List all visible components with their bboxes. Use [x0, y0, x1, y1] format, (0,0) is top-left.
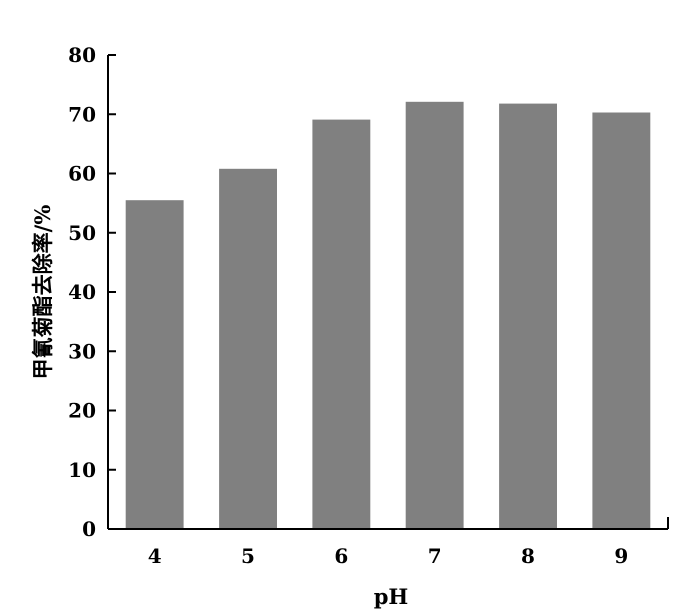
y-tick-label: 10	[68, 458, 96, 482]
y-tick-label: 70	[68, 102, 96, 126]
y-tick-label: 40	[68, 280, 96, 304]
x-tick-label: 7	[428, 544, 442, 568]
bar-6	[312, 119, 371, 529]
bars-group	[125, 101, 651, 530]
x-axis-title: pH	[374, 584, 409, 609]
y-tick-label: 50	[68, 221, 96, 245]
y-tick-label: 60	[68, 162, 96, 186]
x-tick-label: 8	[521, 544, 535, 568]
x-tick-label: 6	[334, 544, 348, 568]
y-tick-label: 0	[82, 517, 96, 541]
x-tick-label: 9	[614, 544, 628, 568]
axes-group	[107, 55, 669, 530]
y-ticks-group: 0 10 20 30 40 50 60 70 80	[68, 43, 116, 541]
bar-7	[405, 101, 464, 530]
bar-5	[219, 168, 277, 530]
y-axis-title: 甲氰菊酯去除率/%	[30, 205, 55, 380]
bar-9	[592, 112, 651, 529]
y-tick-label: 80	[68, 43, 96, 67]
bar-8	[499, 103, 557, 529]
bar-4	[125, 200, 184, 529]
y-tick-label: 20	[68, 399, 96, 423]
x-tick-label: 5	[241, 544, 255, 568]
y-tick-label: 30	[68, 339, 96, 363]
x-tick-label: 4	[148, 544, 162, 568]
x-ticks-group: 4 5 6 7 8 9	[148, 544, 629, 568]
